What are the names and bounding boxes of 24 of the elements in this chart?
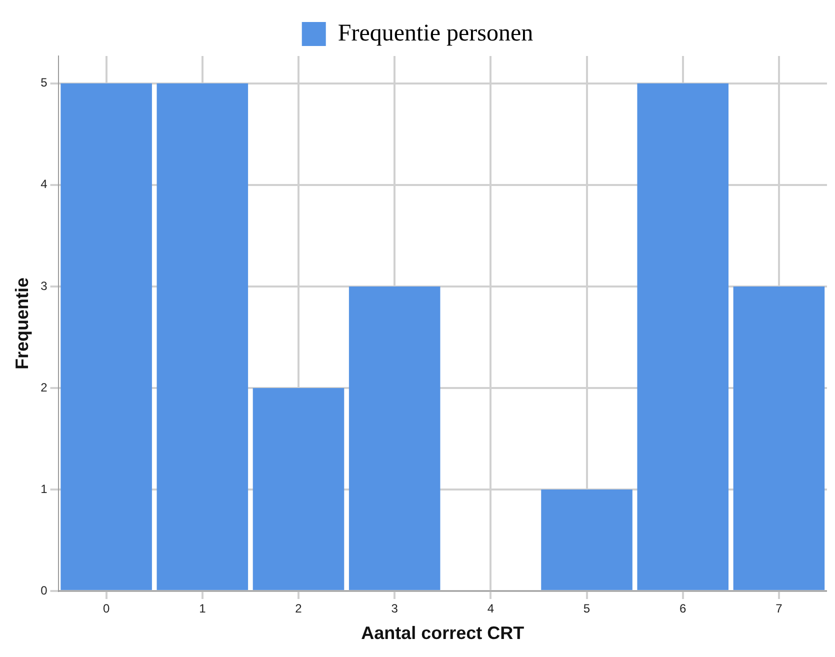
x-tick-label: 6 [680,602,687,616]
y-tick-label: 0 [40,583,48,598]
bar [252,388,344,590]
x-tick-label: 2 [295,602,302,616]
legend-label: Frequentie personen [338,20,534,46]
bar [348,286,440,590]
bar [733,286,825,590]
x-tick-label: 3 [391,602,398,616]
x-tick-label: 4 [487,602,494,616]
x-tick-label: 7 [776,602,783,616]
bar [156,83,248,590]
bar [637,83,729,590]
y-tick-label: 4 [40,177,48,192]
x-axis-title: Aantal correct CRT [361,623,524,644]
bar [60,83,152,590]
x-tick-label: 0 [102,602,110,616]
y-tick-label: 5 [40,76,48,90]
y-tick-label: 2 [40,380,48,394]
y-tick-label: 1 [40,482,48,496]
bar [541,489,632,590]
y-axis-title: Frequentie [12,277,32,370]
x-tick-label: 5 [583,602,590,616]
y-tick-label: 3 [40,278,48,293]
x-tick-label: 1 [199,602,206,616]
